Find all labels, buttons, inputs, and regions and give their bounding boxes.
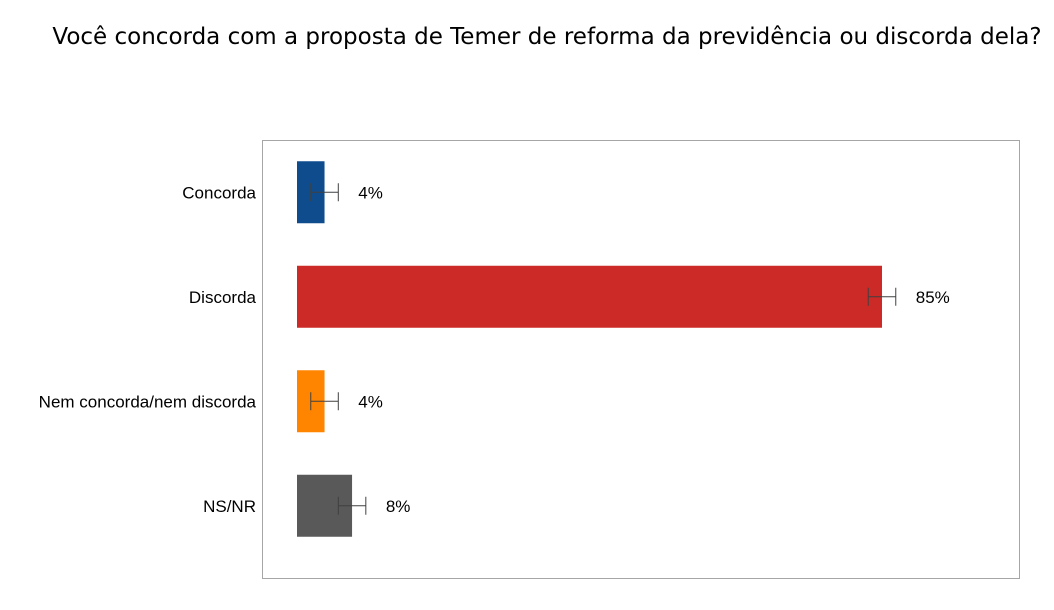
value-label-ns-nr: 8% <box>386 497 411 516</box>
bar-discorda <box>297 265 882 328</box>
value-label-concorda: 4% <box>358 183 383 202</box>
category-label-ns-nr: NS/NR <box>203 497 256 516</box>
value-label-nem-concorda-nem-discorda: 4% <box>358 392 383 411</box>
chart-title: Você concorda com a proposta de Temer de… <box>52 24 1042 50</box>
value-label-discorda: 85% <box>916 288 950 307</box>
category-label-discorda: Discorda <box>189 288 257 307</box>
plot-area-frame <box>262 140 1020 579</box>
category-label-nem-concorda-nem-discorda: Nem concorda/nem discorda <box>39 392 257 411</box>
category-label-concorda: Concorda <box>182 183 256 202</box>
